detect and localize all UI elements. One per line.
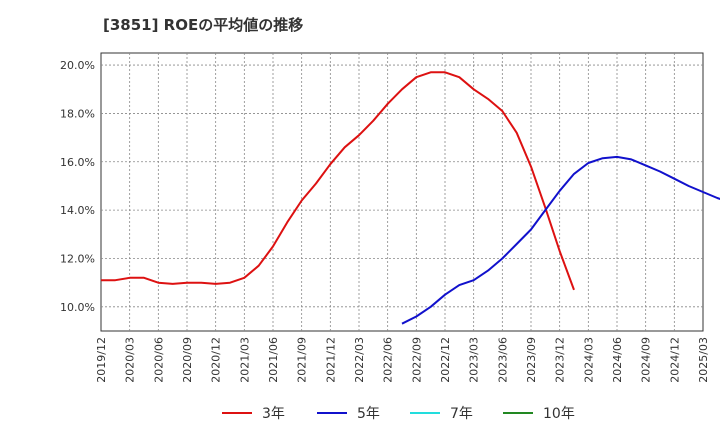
plot-area <box>100 52 704 332</box>
x-tick-label: 2022/03 <box>353 337 366 383</box>
series-line-5年 <box>401 155 720 325</box>
y-tick-label: 18.0% <box>60 107 95 120</box>
x-tick-label: 2021/12 <box>324 337 337 383</box>
x-tick-label: 2022/06 <box>382 337 395 383</box>
x-tick-label: 2020/12 <box>210 337 223 383</box>
x-tick-label: 2025/03 <box>697 337 710 383</box>
y-tick-label: 16.0% <box>60 156 95 169</box>
series-lines <box>101 71 720 325</box>
legend: 3年 5年 7年 10年 <box>222 406 575 422</box>
x-tick-label: 2023/03 <box>468 337 481 383</box>
legend-label-3年: 3年 <box>262 406 285 422</box>
x-tick-label: 2024/06 <box>611 337 624 383</box>
y-tick-label: 10.0% <box>60 301 95 314</box>
x-tick-label: 2020/09 <box>181 337 194 383</box>
x-tick-label: 2021/09 <box>296 337 309 383</box>
y-tick-label: 14.0% <box>60 204 95 217</box>
x-tick-label: 2023/09 <box>525 337 538 383</box>
y-tick-label: 20.0% <box>60 59 95 72</box>
chart-title: [3851] ROEの平均値の推移 <box>103 16 304 34</box>
series-line-3年 <box>101 71 575 291</box>
x-tick-label: 2019/12 <box>95 337 108 383</box>
x-tick-label: 2023/12 <box>554 337 567 383</box>
x-tick-label: 2020/03 <box>124 337 137 383</box>
x-axis-ticks: 2019/12 2020/03 2020/06 2020/09 2020/12 2021/… <box>95 337 710 383</box>
x-tick-label: 2022/12 <box>439 337 452 383</box>
legend-label-7年: 7年 <box>450 406 473 422</box>
y-tick-label: 12.0% <box>60 252 95 265</box>
y-axis-ticks: 10.0% 12.0% 14.0% 16.0% 18.0% 20.0% <box>60 59 95 314</box>
x-tick-label: 2023/06 <box>496 337 509 383</box>
x-tick-label: 2021/03 <box>238 337 251 383</box>
legend-label-10年: 10年 <box>543 406 575 422</box>
x-tick-label: 2024/03 <box>582 337 595 383</box>
x-tick-label: 2021/06 <box>267 337 280 383</box>
x-tick-label: 2020/06 <box>152 337 165 383</box>
x-tick-label: 2024/12 <box>668 337 681 383</box>
x-tick-label: 2022/09 <box>410 337 423 383</box>
x-tick-label: 2024/09 <box>640 337 653 383</box>
legend-label-5年: 5年 <box>357 406 380 422</box>
grid-lines <box>101 53 703 331</box>
